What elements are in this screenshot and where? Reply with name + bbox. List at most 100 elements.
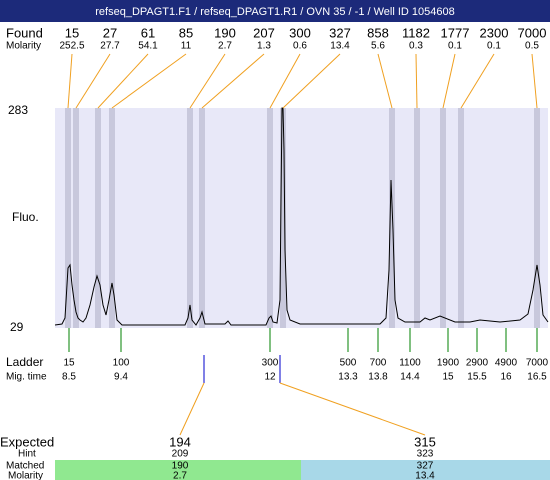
title-bar [0, 0, 550, 22]
found-molarity: 0.1 [487, 41, 501, 52]
peak-band [65, 108, 71, 328]
peak-band [440, 108, 446, 328]
peak-band [280, 108, 286, 328]
ladder-time: 13.3 [338, 372, 358, 383]
peak-band [199, 108, 205, 328]
matched-bar [301, 460, 550, 480]
peak-band [458, 108, 464, 328]
peak-link [442, 53, 456, 109]
found-size: 85 [179, 25, 193, 40]
ladder-size: 700 [370, 358, 387, 369]
expected-label: Expected [0, 434, 54, 449]
ladder-time: 16.5 [527, 372, 547, 383]
ladder-time: 16 [500, 372, 512, 383]
peak-link [531, 53, 538, 109]
ladder-size: 300 [262, 358, 279, 369]
peak-link [201, 53, 265, 109]
ladder-size: 100 [113, 358, 130, 369]
found-molarity: 0.5 [525, 41, 539, 52]
found-size: 300 [289, 25, 311, 40]
found-size: 27 [103, 25, 117, 40]
peak-band [187, 108, 193, 328]
peak-band [109, 108, 115, 328]
ladder-time: 14.4 [400, 372, 420, 383]
ladder-size: 4900 [495, 358, 518, 369]
matched-size: 327 [417, 461, 434, 472]
found-size: 61 [141, 25, 155, 40]
matched-label: Matched [6, 461, 44, 472]
found-label: Found [6, 25, 43, 40]
peak-band [389, 108, 395, 328]
peak-link [282, 53, 341, 109]
y-min-label: 29 [10, 320, 24, 334]
ladder-time: 13.8 [368, 372, 388, 383]
found-molarity: 0.1 [448, 41, 462, 52]
ladder-time: 9.4 [114, 372, 128, 383]
found-molarity: 0.3 [409, 41, 423, 52]
expected-link [179, 382, 205, 436]
found-molarity: 54.1 [138, 41, 158, 52]
found-size: 15 [65, 25, 79, 40]
plot-area [55, 108, 548, 328]
hint-size: 209 [172, 449, 189, 460]
peak-band [414, 108, 420, 328]
expected-link [279, 382, 426, 436]
ladder-size: 500 [340, 358, 357, 369]
matched-molarity: 2.7 [173, 471, 187, 480]
expected-size: 315 [414, 434, 436, 449]
found-molarity: 11 [181, 41, 192, 52]
found-size: 7000 [518, 25, 547, 40]
ladder-size: 7000 [526, 358, 549, 369]
molarity-label: Molarity [8, 471, 43, 480]
found-molarity: 13.4 [330, 41, 350, 52]
mig-time-label: Mig. time [6, 372, 47, 383]
matched-bar [55, 460, 301, 480]
hint-label: Hint [18, 449, 36, 460]
peak-link [97, 53, 149, 109]
ladder-size: 15 [63, 358, 75, 369]
found-size: 190 [214, 25, 236, 40]
found-size: 1182 [402, 25, 430, 40]
peak-band [95, 108, 101, 328]
ladder-time: 15.5 [467, 372, 487, 383]
found-molarity: 27.7 [100, 41, 120, 52]
peak-band [267, 108, 273, 328]
peak-link [377, 53, 393, 109]
found-molarity: 5.6 [371, 41, 385, 52]
matched-molarity: 13.4 [415, 471, 435, 480]
y-axis-label: Fluo. [12, 210, 39, 224]
ladder-time: 8.5 [62, 372, 76, 383]
found-molarity: 0.6 [293, 41, 307, 52]
peak-link [460, 53, 495, 109]
peak-link [189, 53, 226, 109]
trace [54, 107, 549, 326]
peak-band [534, 108, 540, 328]
ladder-label: Ladder [6, 355, 43, 369]
y-max-label: 283 [8, 103, 28, 117]
peak-band [73, 108, 79, 328]
peak-link [415, 53, 418, 109]
ladder-time: 12 [264, 372, 276, 383]
found-molarity: 2.7 [218, 41, 232, 52]
matched-size: 190 [172, 461, 189, 472]
found-size: 858 [367, 25, 389, 40]
peak-link [269, 53, 301, 109]
found-molarity: 1.3 [257, 41, 271, 52]
hint-size: 323 [417, 449, 434, 460]
peak-link [67, 53, 73, 109]
found-size: 207 [253, 25, 275, 40]
peak-link [75, 53, 111, 109]
ladder-time: 15 [442, 372, 454, 383]
found-molarity: 252.5 [59, 41, 84, 52]
expected-size: 194 [169, 434, 191, 449]
found-molarity-label: Molarity [6, 41, 41, 52]
ladder-size: 1900 [437, 358, 460, 369]
ladder-size: 2900 [466, 358, 489, 369]
found-size: 2300 [480, 25, 509, 40]
found-size: 1777 [441, 25, 470, 40]
found-size: 327 [329, 25, 351, 40]
title: refseq_DPAGT1.F1 / refseq_DPAGT1.R1 / OV… [95, 6, 455, 18]
ladder-size: 1100 [399, 358, 421, 369]
peak-link [111, 53, 187, 109]
